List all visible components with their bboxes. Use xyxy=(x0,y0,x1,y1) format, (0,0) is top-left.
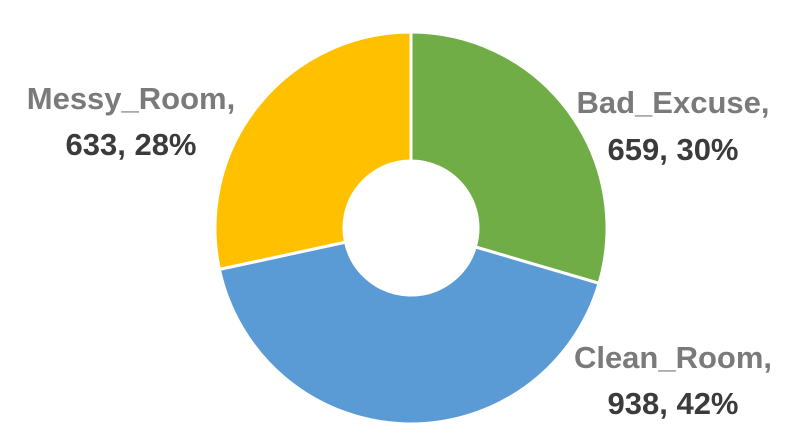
label-clean-room-value: 938, 42% xyxy=(608,386,739,421)
label-clean-room-name: Clean_Room, xyxy=(574,340,772,375)
label-bad-excuse-name: Bad_Excuse, xyxy=(576,85,769,120)
label-bad-excuse-value: 659, 30% xyxy=(608,132,739,167)
slice-messy-room xyxy=(213,30,413,272)
donut-slices xyxy=(213,30,609,426)
slice-bad-excuse xyxy=(409,30,609,286)
label-messy-room-name: Messy_Room, xyxy=(27,81,235,116)
label-messy-room-value: 633, 28% xyxy=(66,127,197,162)
slice-clean-room xyxy=(217,240,601,426)
